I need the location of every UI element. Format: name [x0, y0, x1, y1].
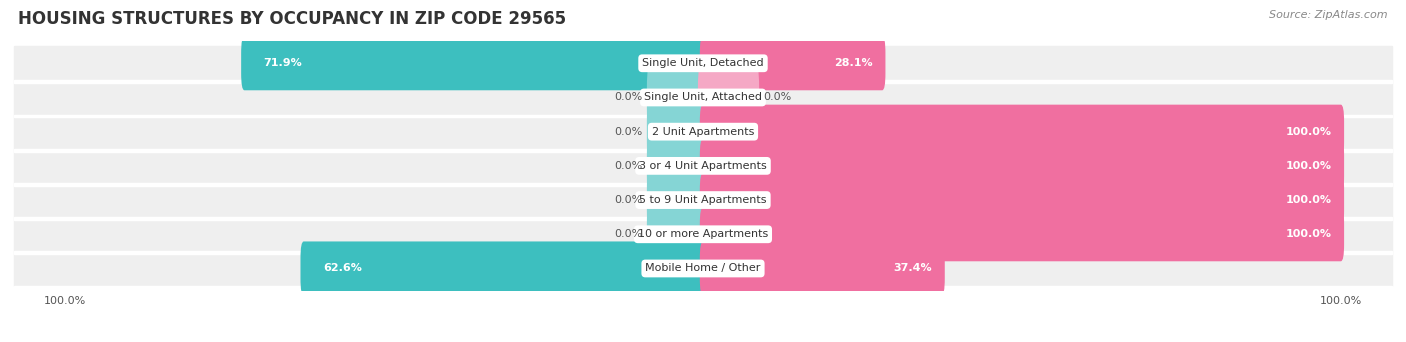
FancyBboxPatch shape — [700, 207, 1344, 261]
Bar — [14, 149, 1392, 152]
Text: Source: ZipAtlas.com: Source: ZipAtlas.com — [1270, 10, 1388, 20]
FancyBboxPatch shape — [242, 36, 706, 90]
Bar — [14, 251, 1392, 286]
Text: 71.9%: 71.9% — [263, 58, 302, 68]
Bar — [14, 217, 1392, 251]
Text: Mobile Home / Other: Mobile Home / Other — [645, 263, 761, 274]
Text: 3 or 4 Unit Apartments: 3 or 4 Unit Apartments — [640, 161, 766, 171]
Text: 100.0%: 100.0% — [1285, 127, 1331, 137]
Bar — [14, 115, 1392, 117]
FancyBboxPatch shape — [700, 241, 945, 295]
Bar — [14, 149, 1392, 183]
Text: Single Unit, Attached: Single Unit, Attached — [644, 92, 762, 103]
Bar — [14, 183, 1392, 217]
Text: 100.0%: 100.0% — [1285, 229, 1331, 239]
Bar — [14, 251, 1392, 254]
Text: 10 or more Apartments: 10 or more Apartments — [638, 229, 768, 239]
Text: 62.6%: 62.6% — [323, 263, 361, 274]
FancyBboxPatch shape — [647, 163, 709, 237]
Text: 37.4%: 37.4% — [893, 263, 932, 274]
FancyBboxPatch shape — [647, 197, 709, 272]
Text: 0.0%: 0.0% — [614, 92, 643, 103]
Bar — [14, 286, 1392, 288]
FancyBboxPatch shape — [700, 139, 1344, 193]
Text: 0.0%: 0.0% — [614, 161, 643, 171]
Bar — [14, 80, 1392, 83]
Bar — [14, 46, 1392, 80]
FancyBboxPatch shape — [700, 173, 1344, 227]
Text: 0.0%: 0.0% — [763, 92, 792, 103]
FancyBboxPatch shape — [647, 60, 709, 135]
FancyBboxPatch shape — [700, 36, 886, 90]
Text: 28.1%: 28.1% — [834, 58, 873, 68]
FancyBboxPatch shape — [647, 129, 709, 203]
Text: 0.0%: 0.0% — [614, 195, 643, 205]
Text: 2 Unit Apartments: 2 Unit Apartments — [652, 127, 754, 137]
Bar — [14, 183, 1392, 186]
Bar — [14, 217, 1392, 220]
Text: Single Unit, Detached: Single Unit, Detached — [643, 58, 763, 68]
Text: 0.0%: 0.0% — [614, 229, 643, 239]
Text: HOUSING STRUCTURES BY OCCUPANCY IN ZIP CODE 29565: HOUSING STRUCTURES BY OCCUPANCY IN ZIP C… — [18, 10, 567, 28]
Bar — [14, 115, 1392, 149]
FancyBboxPatch shape — [647, 94, 709, 169]
FancyBboxPatch shape — [697, 60, 759, 135]
Text: 100.0%: 100.0% — [1285, 161, 1331, 171]
FancyBboxPatch shape — [301, 241, 706, 295]
Text: 100.0%: 100.0% — [1285, 195, 1331, 205]
Bar — [14, 80, 1392, 115]
Text: 0.0%: 0.0% — [614, 127, 643, 137]
FancyBboxPatch shape — [700, 105, 1344, 159]
Text: 5 to 9 Unit Apartments: 5 to 9 Unit Apartments — [640, 195, 766, 205]
